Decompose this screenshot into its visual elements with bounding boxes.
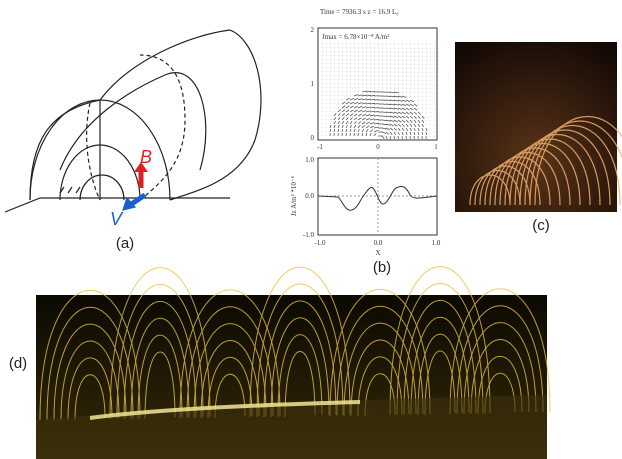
y-tick-label: 0.0 xyxy=(305,192,314,200)
y-tick-label: 1 xyxy=(311,80,315,88)
panel-label: (c) xyxy=(532,217,550,234)
panel-label: (a) xyxy=(116,235,134,252)
arc xyxy=(140,55,185,200)
x-axis-label: X xyxy=(375,249,380,257)
hatch xyxy=(60,187,80,193)
y-tick-label: 1.0 xyxy=(305,156,314,164)
panel-a xyxy=(5,30,261,212)
panel-label: (d) xyxy=(9,355,27,372)
y-axis-label: Jz A/m² *10⁻⁶ xyxy=(290,175,298,216)
panel-label: (b) xyxy=(373,259,391,276)
y-tick-label: 2 xyxy=(311,26,315,34)
arc xyxy=(170,30,261,200)
figure: B V (a) Time = 7936.3 s z = 16.9 L₀ Jmax… xyxy=(0,0,622,459)
legend: Jmax = 6.78×10⁻⁸ A/m² xyxy=(322,33,389,41)
arc xyxy=(30,100,100,200)
x-tick-label: 1 xyxy=(434,143,438,151)
x-tick-label: -1.0 xyxy=(314,239,326,247)
x-tick-label: 0.0 xyxy=(374,239,383,247)
arc xyxy=(100,30,230,100)
y-tick-label: 0 xyxy=(311,134,315,142)
arc xyxy=(60,73,206,170)
plot-title: Time = 7936.3 s z = 16.9 L₀ xyxy=(320,8,399,16)
y-tick-label: -1.0 xyxy=(303,231,315,239)
vector-v-label: V xyxy=(110,209,124,229)
x-tick-label: 0 xyxy=(376,143,380,151)
vector-b-label: B xyxy=(140,147,152,167)
arc xyxy=(80,175,124,200)
x-tick-label: -1 xyxy=(317,143,323,151)
x-tick-label: 1.0 xyxy=(432,239,441,247)
